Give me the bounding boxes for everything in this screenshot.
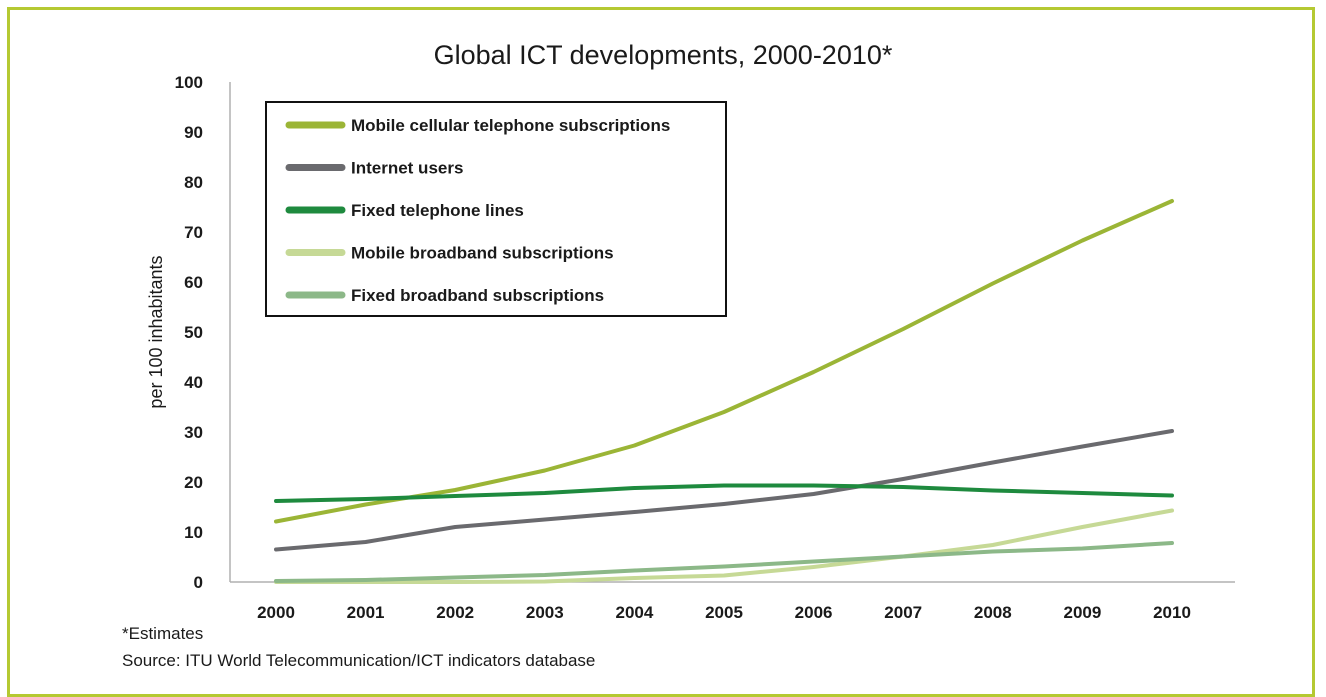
- x-tick-label: 2004: [615, 603, 653, 622]
- x-tick-label: 2005: [705, 603, 743, 622]
- series-line-1: [274, 199, 1174, 524]
- y-tick-label: 0: [194, 573, 203, 592]
- x-tick-label: 2008: [974, 603, 1012, 622]
- y-tick-label: 90: [184, 123, 203, 142]
- series-line-2: [274, 429, 1174, 552]
- series-lines: [274, 199, 1174, 584]
- estimates-note: *Estimates: [122, 624, 204, 643]
- x-tick-label: 2010: [1153, 603, 1191, 622]
- series-line-4: [274, 508, 1174, 584]
- legend-label: Fixed broadband subscriptions: [351, 286, 604, 305]
- x-tick-label: 2003: [526, 603, 564, 622]
- legend-label: Mobile cellular telephone subscriptions: [351, 116, 670, 135]
- series-line-3: [274, 483, 1174, 503]
- x-tick-labels: 2000 2001 2002 2003 2004 2005 2006 2007 2008 2009…: [257, 603, 1191, 622]
- x-tick-label: 2001: [347, 603, 385, 622]
- y-tick-label: 60: [184, 273, 203, 292]
- y-axis-label: per 100 inhabitants: [146, 255, 166, 408]
- series-line-5: [274, 541, 1174, 583]
- legend-label: Fixed telephone lines: [351, 201, 524, 220]
- y-tick-label: 40: [184, 373, 203, 392]
- source-note: Source: ITU World Telecommunication/ICT …: [122, 651, 596, 670]
- x-tick-label: 2007: [884, 603, 922, 622]
- legend-label: Mobile broadband subscriptions: [351, 244, 614, 263]
- x-tick-label: 2006: [795, 603, 833, 622]
- y-tick-label: 10: [184, 523, 203, 542]
- y-tick-label: 80: [184, 173, 203, 192]
- y-tick-label: 100: [175, 73, 203, 92]
- y-tick-labels: 0 10 20 30 40 50 60 70 80 90 100: [175, 73, 203, 592]
- x-tick-label: 2002: [436, 603, 474, 622]
- y-tick-label: 20: [184, 473, 203, 492]
- y-tick-label: 30: [184, 423, 203, 442]
- y-tick-label: 70: [184, 223, 203, 242]
- y-tick-label: 50: [184, 323, 203, 342]
- chart-title: Global ICT developments, 2000-2010*: [433, 40, 893, 70]
- legend-label: Internet users: [351, 159, 463, 178]
- x-tick-label: 2009: [1063, 603, 1101, 622]
- legend: Mobile cellular telephone subscriptions I…: [265, 101, 727, 317]
- x-tick-label: 2000: [257, 603, 295, 622]
